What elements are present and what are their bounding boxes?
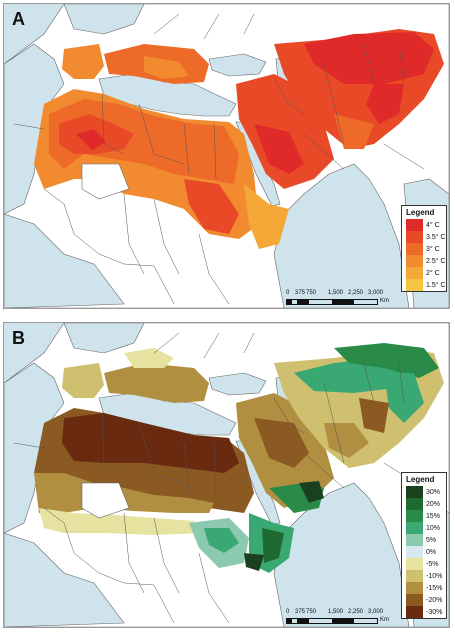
legend-label: 4° C xyxy=(426,221,440,229)
legend-item: 10% xyxy=(402,522,446,534)
legend-swatch xyxy=(406,219,423,231)
legend-item: 0% xyxy=(402,546,446,558)
scale-tick-label: 0 xyxy=(286,290,290,296)
legend-item: -15% xyxy=(402,582,446,594)
legend-swatch xyxy=(406,534,423,546)
country-borders xyxy=(13,332,425,624)
legend-label: 5% xyxy=(426,536,437,544)
legend-swatch xyxy=(406,582,423,594)
scale-tick-label: 3,000 xyxy=(368,290,384,296)
temperature-map xyxy=(4,4,449,308)
scale-tick-label: 750 xyxy=(306,609,317,615)
legend-item: 30% xyxy=(402,486,446,498)
legend-item: 2.5° C xyxy=(402,255,446,267)
legend-item: 5% xyxy=(402,534,446,546)
scale-tick-label: 375 xyxy=(295,290,306,296)
legend-label: -30% xyxy=(426,608,443,616)
legend-label: -20% xyxy=(426,596,443,604)
legend-title: Legend xyxy=(406,208,435,217)
legend-label: 20% xyxy=(426,500,441,508)
legend-swatch xyxy=(406,558,423,570)
legend-label: 1.5° C xyxy=(426,281,446,289)
land-cutout xyxy=(81,482,130,519)
scale-tick-label: 2,250 xyxy=(348,290,364,296)
legend-swatch xyxy=(406,606,423,618)
precipitation-legend: Legend 30% 20% 15% 10% 5% 0% -5% -10% -15% -20% -3… xyxy=(401,472,447,619)
legend-item: -10% xyxy=(402,570,446,582)
land-cutout xyxy=(81,163,130,200)
scale-tick-label: 750 xyxy=(306,290,317,296)
legend-swatch xyxy=(406,255,423,267)
scale-bar-a: 0 375 750 1,500 2,250 3,000 Km xyxy=(286,290,396,308)
legend-item: -5% xyxy=(402,558,446,570)
precipitation-zones xyxy=(34,343,444,573)
temperature-zones xyxy=(34,29,444,249)
legend-label: 0% xyxy=(426,548,437,556)
scale-bar-graphic xyxy=(286,299,378,305)
legend-label: 30% xyxy=(426,488,441,496)
legend-item: 4° C xyxy=(402,219,446,231)
legend-items: 30% 20% 15% 10% 5% 0% -5% -10% -15% -20% -30% xyxy=(402,486,446,618)
legend-item: 15% xyxy=(402,510,446,522)
legend-item: 2° C xyxy=(402,267,446,279)
legend-swatch xyxy=(406,510,423,522)
scale-tick-label: 1,500 xyxy=(328,290,344,296)
scale-bar-b: 0 375 750 1,500 2,250 3,000 Km xyxy=(286,609,396,627)
legend-swatch xyxy=(406,594,423,606)
scale-tick-label: 1,500 xyxy=(328,609,344,615)
temperature-legend: Legend 4° C 3.5° C 3° C 2.5° C 2° C 1.5° C xyxy=(401,205,447,292)
legend-item: -20% xyxy=(402,594,446,606)
scale-ticks: 0 375 750 1,500 2,250 3,000 xyxy=(286,609,396,617)
scale-tick-label: 0 xyxy=(286,609,290,615)
scale-tick-label: 2,250 xyxy=(348,609,364,615)
scale-bar-graphic xyxy=(286,618,378,624)
legend-swatch xyxy=(406,522,423,534)
legend-item: 1.5° C xyxy=(402,279,446,291)
legend-label: 2° C xyxy=(426,269,440,277)
legend-title: Legend xyxy=(406,475,435,484)
scale-tick-label: 3,000 xyxy=(368,609,384,615)
scale-tick-label: 375 xyxy=(295,609,306,615)
legend-swatch xyxy=(406,486,423,498)
legend-label: 3° C xyxy=(426,245,440,253)
legend-label: 15% xyxy=(426,512,441,520)
legend-swatch xyxy=(406,267,423,279)
legend-swatch xyxy=(406,231,423,243)
scale-unit: Km xyxy=(380,617,389,623)
legend-swatch xyxy=(406,243,423,255)
legend-item: -30% xyxy=(402,606,446,618)
scale-unit: Km xyxy=(380,298,389,304)
legend-label: 2.5° C xyxy=(426,257,446,265)
legend-item: 3.5° C xyxy=(402,231,446,243)
panel-label-a: A xyxy=(12,9,25,29)
legend-item: 20% xyxy=(402,498,446,510)
precipitation-map xyxy=(4,323,449,627)
scale-ticks: 0 375 750 1,500 2,250 3,000 xyxy=(286,290,396,298)
legend-item: 3° C xyxy=(402,243,446,255)
legend-label: -5% xyxy=(426,560,439,568)
legend-label: 3.5° C xyxy=(426,233,446,241)
panel-label-b: B xyxy=(12,328,25,348)
country-borders xyxy=(13,13,425,305)
legend-items: 4° C 3.5° C 3° C 2.5° C 2° C 1.5° C xyxy=(402,219,446,291)
legend-label: -15% xyxy=(426,584,443,592)
legend-label: -10% xyxy=(426,572,443,580)
map-panel-b: B Legend 30% 20% 15% 10% 5% 0% -5% -10% -15% -20%… xyxy=(3,322,450,628)
legend-label: 10% xyxy=(426,524,441,532)
legend-swatch xyxy=(406,279,423,291)
legend-swatch xyxy=(406,570,423,582)
legend-swatch xyxy=(406,546,423,558)
map-panel-a: A Legend 4° C 3.5° C 3° C 2.5° C 2° C 1.5° C … xyxy=(3,3,450,309)
legend-swatch xyxy=(406,498,423,510)
